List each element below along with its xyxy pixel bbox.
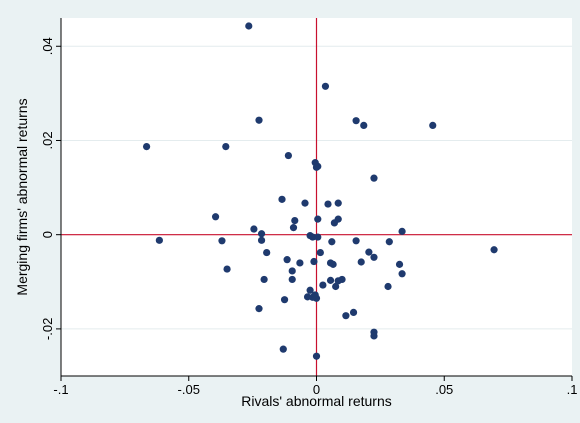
data-point <box>370 253 378 261</box>
data-point <box>398 270 406 278</box>
y-tick-label: 0 <box>40 231 55 238</box>
data-point <box>211 213 220 221</box>
data-point <box>395 260 404 268</box>
data-point <box>349 308 358 317</box>
data-point <box>309 233 317 241</box>
data-point <box>330 219 338 227</box>
y-axis-ticks: -.02 0 .02 .04 <box>40 37 61 340</box>
data-point <box>329 260 337 268</box>
data-point <box>311 159 319 167</box>
data-point <box>288 275 296 284</box>
data-point <box>316 248 324 257</box>
data-point <box>250 225 258 233</box>
y-axis-label: Merging firms' abnormal returns <box>14 98 30 295</box>
data-point <box>398 227 406 235</box>
data-point <box>352 237 360 245</box>
data-point <box>314 215 322 223</box>
data-point <box>257 236 266 244</box>
data-point <box>280 296 289 304</box>
data-point <box>365 248 373 256</box>
data-point <box>245 22 253 30</box>
data-point <box>334 199 342 207</box>
data-point <box>223 265 231 273</box>
data-point <box>289 224 298 232</box>
data-points <box>142 22 498 360</box>
data-point <box>255 116 263 124</box>
data-point <box>385 238 393 246</box>
data-point <box>278 195 286 203</box>
data-point <box>218 237 226 245</box>
data-point <box>324 200 332 208</box>
data-point <box>310 257 318 266</box>
data-point <box>321 82 330 90</box>
data-point <box>370 174 378 182</box>
data-point <box>490 246 498 254</box>
data-point <box>357 258 365 266</box>
data-point <box>263 248 271 257</box>
data-point <box>314 233 322 241</box>
y-tick-label: .02 <box>40 131 55 149</box>
x-tick-label: .05 <box>435 382 453 397</box>
x-tick-label: -.05 <box>178 382 200 397</box>
data-point <box>326 276 335 284</box>
data-point <box>370 332 378 340</box>
data-point <box>306 286 314 294</box>
data-point <box>342 312 350 320</box>
x-tick-label: .1 <box>567 382 578 397</box>
data-point <box>222 142 230 151</box>
data-point <box>260 275 268 284</box>
x-tick-label: 0 <box>313 382 320 397</box>
x-tick-label: -.1 <box>53 382 68 397</box>
data-point <box>142 142 151 151</box>
data-point <box>257 230 266 238</box>
data-point <box>279 345 287 353</box>
data-point <box>311 291 319 299</box>
data-point <box>284 151 292 160</box>
data-point <box>312 352 321 360</box>
data-point <box>384 282 392 291</box>
x-axis-ticks: -.1 -.05 0 .05 .1 <box>53 376 577 397</box>
data-point <box>283 256 291 264</box>
data-point <box>319 281 327 289</box>
data-point <box>288 267 296 275</box>
data-point <box>291 216 299 225</box>
data-point <box>255 305 263 313</box>
data-point <box>303 293 312 301</box>
data-point <box>352 117 360 125</box>
y-tick-label: -.02 <box>40 318 55 340</box>
data-point <box>429 121 437 129</box>
data-point <box>332 282 340 291</box>
y-tick-label: .04 <box>40 37 55 55</box>
data-point <box>155 236 163 244</box>
data-point <box>328 238 336 246</box>
data-point <box>296 259 304 267</box>
data-point <box>360 121 368 129</box>
data-point <box>301 199 309 207</box>
x-axis-label: Rivals' abnormal returns <box>241 393 392 409</box>
data-point <box>334 277 342 285</box>
